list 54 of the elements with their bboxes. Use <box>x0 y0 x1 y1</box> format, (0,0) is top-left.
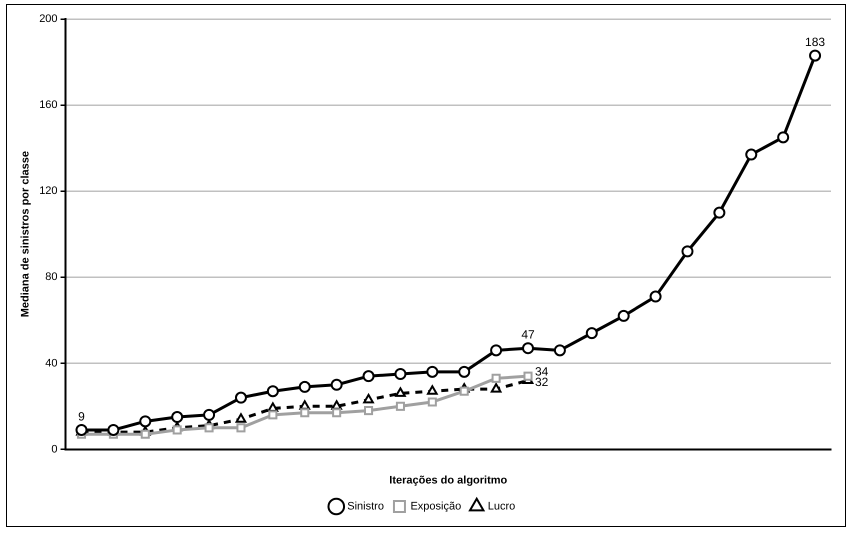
legend-label: Sinistro <box>347 500 384 513</box>
y-tick-label: 200 <box>39 13 58 26</box>
point <box>681 245 694 258</box>
point <box>650 290 662 303</box>
data-label: 47 <box>521 328 536 342</box>
point <box>236 413 246 423</box>
point <box>554 344 566 356</box>
point <box>523 372 533 381</box>
y-tick-label: 0 <box>51 443 58 456</box>
data-label: 9 <box>78 409 86 424</box>
point <box>363 394 374 404</box>
point <box>364 406 374 416</box>
point <box>458 366 470 378</box>
y-axis-title: Mediana de sinistros por classe <box>20 151 32 318</box>
point <box>745 148 758 161</box>
point <box>426 366 438 378</box>
point <box>490 383 502 393</box>
data-label: 183 <box>805 34 826 49</box>
point <box>522 342 534 354</box>
point <box>300 408 310 418</box>
point <box>428 397 437 407</box>
point <box>332 408 342 418</box>
point <box>490 344 502 356</box>
point <box>139 415 152 428</box>
point <box>362 370 375 382</box>
point <box>171 411 184 424</box>
y-tick-label: 80 <box>45 271 58 284</box>
point <box>298 380 311 393</box>
point <box>268 410 278 420</box>
point <box>266 385 279 398</box>
legend-label: Exposição <box>410 500 462 513</box>
point <box>460 386 469 396</box>
y-tick-label: 120 <box>39 185 58 198</box>
point <box>586 327 598 340</box>
point <box>172 425 182 434</box>
point <box>394 368 406 380</box>
point <box>427 385 438 395</box>
y-tick-label: 160 <box>39 99 58 112</box>
point <box>396 402 405 411</box>
point <box>236 423 246 432</box>
point <box>713 206 726 219</box>
point <box>809 50 822 62</box>
y-tick-label: 40 <box>45 357 58 370</box>
legend-label: Lucro <box>488 500 516 513</box>
point <box>330 378 343 391</box>
point <box>618 310 630 322</box>
point <box>140 430 150 439</box>
point <box>234 392 247 404</box>
point <box>203 408 216 421</box>
point <box>492 374 501 383</box>
point <box>204 423 214 432</box>
point <box>395 387 406 397</box>
point <box>777 131 790 144</box>
x-axis-title: Iterações do algoritmo <box>389 474 508 486</box>
